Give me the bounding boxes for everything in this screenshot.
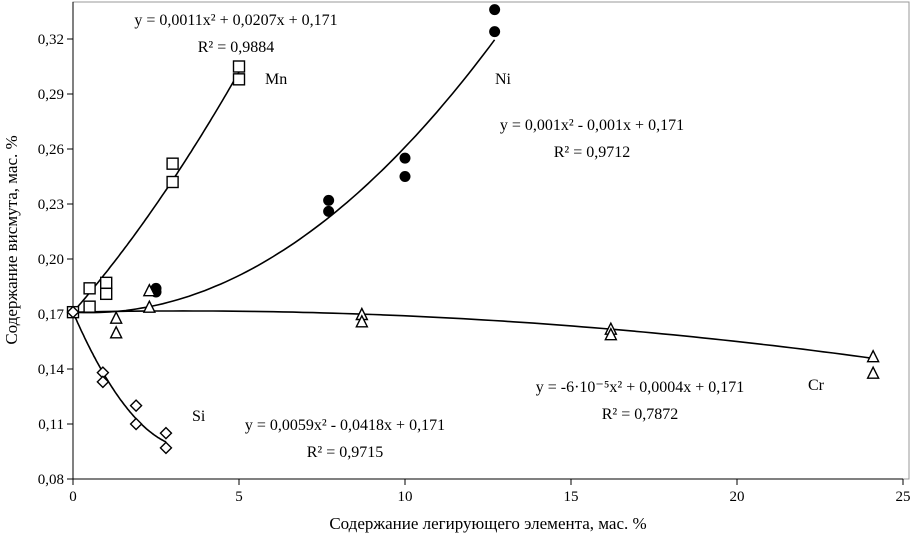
x-tick-label: 10 — [398, 489, 413, 505]
y-tick-label: 0,26 — [38, 142, 65, 158]
y-tick-label: 0,08 — [38, 472, 64, 488]
data-point-mn — [83, 300, 96, 313]
data-point-ni — [489, 4, 501, 16]
r-squared-mn: R² = 0,9884 — [198, 39, 275, 56]
x-tick-label: 25 — [896, 489, 911, 505]
y-tick-label: 0,14 — [38, 362, 65, 378]
y-tick-label: 0,29 — [38, 87, 64, 103]
series-label-mn: Mn — [265, 71, 287, 88]
equation-si: y = 0,0059x² - 0,0418x + 0,171 — [245, 417, 445, 434]
data-point-mn — [232, 73, 246, 86]
trendline-ni — [72, 39, 496, 314]
y-tick-label: 0,23 — [38, 197, 64, 213]
data-point-mn — [99, 276, 113, 290]
x-tick-label: 0 — [69, 489, 77, 505]
y-axis-label: Содержание висмута, мас. % — [2, 135, 21, 344]
x-tick-label: 15 — [564, 489, 579, 505]
data-point-ni — [399, 152, 411, 164]
series-label-si: Si — [192, 408, 206, 425]
data-point-ni — [323, 194, 335, 206]
y-tick-label: 0,11 — [38, 417, 64, 433]
y-tick-label: 0,17 — [38, 307, 65, 323]
trendline-cr — [72, 310, 874, 360]
data-point-mn — [166, 157, 179, 170]
data-point-si — [66, 305, 80, 319]
trendline-si — [72, 311, 167, 443]
data-point-ni — [489, 26, 501, 38]
data-point-cr — [355, 314, 369, 328]
r-squared-si: R² = 0,9715 — [307, 444, 384, 461]
data-point-si — [159, 441, 173, 455]
data-point-si — [96, 375, 110, 389]
y-tick-label: 0,32 — [38, 32, 64, 48]
equation-mn: y = 0,0011x² + 0,0207x + 0,171 — [134, 12, 337, 29]
y-tick-label: 0,20 — [38, 252, 64, 268]
data-point-mn — [166, 175, 179, 189]
r-squared-cr: R² = 0,7872 — [602, 406, 679, 423]
x-tick-label: 20 — [730, 489, 745, 505]
equation-ni: y = 0,001x² - 0,001x + 0,171 — [500, 117, 684, 134]
data-point-si — [159, 426, 173, 440]
data-point-mn — [232, 60, 246, 73]
data-point-cr — [142, 283, 156, 297]
data-point-cr — [604, 327, 618, 341]
data-point-si — [129, 417, 143, 431]
series-label-cr: Cr — [808, 377, 825, 394]
data-point-cr — [109, 325, 123, 339]
data-point-cr — [866, 349, 880, 363]
data-point-cr — [866, 365, 880, 379]
data-point-cr — [142, 299, 156, 313]
data-point-mn — [99, 287, 113, 301]
data-point-ni — [323, 205, 335, 217]
data-point-cr — [109, 310, 123, 324]
equation-cr: y = -6·10⁻⁵x² + 0,0004x + 0,171 — [536, 379, 745, 396]
x-tick-label: 5 — [235, 489, 243, 505]
data-point-mn — [83, 282, 96, 295]
x-axis-label: Содержание легирующего элемента, мас. % — [329, 514, 646, 533]
data-point-ni — [399, 171, 411, 182]
trendline-mn — [72, 71, 240, 313]
data-point-si — [129, 399, 143, 413]
r-squared-ni: R² = 0,9712 — [554, 144, 631, 161]
series-label-ni: Ni — [495, 71, 512, 88]
